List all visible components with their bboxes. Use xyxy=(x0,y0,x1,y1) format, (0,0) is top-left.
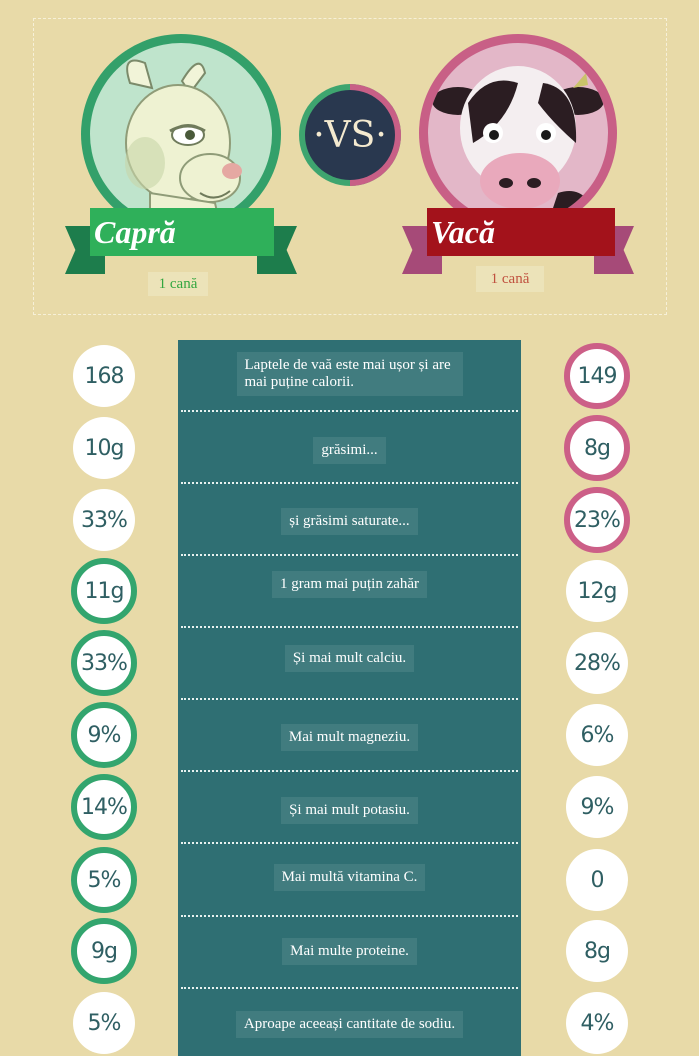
goat-value: 33% xyxy=(71,630,137,696)
goat-value: 9% xyxy=(71,702,137,768)
comparison-text: și grăsimi saturate... xyxy=(178,508,521,535)
comparison-text: Mai multe proteine. xyxy=(178,938,521,965)
goat-value: 33% xyxy=(73,489,135,551)
comparison-text-label: și grăsimi saturate... xyxy=(281,508,418,535)
goat-title: Capră xyxy=(90,208,274,256)
cow-value: 6% xyxy=(566,704,628,766)
cow-value: 4% xyxy=(566,992,628,1054)
cow-value: 9% xyxy=(566,776,628,838)
goat-value: 11g xyxy=(71,558,137,624)
comparison-text-label: 1 gram mai puțin zahăr xyxy=(271,571,428,598)
goat-value: 168 xyxy=(73,345,135,407)
cow-value: 28% xyxy=(566,632,628,694)
comparison-text: Și mai mult potasiu. xyxy=(178,797,521,824)
cow-value: 23% xyxy=(564,487,630,553)
comparison-text-label: Aproape aceeași cantitate de sodiu. xyxy=(235,1011,464,1038)
comparison-text: 1 gram mai puțin zahăr xyxy=(178,571,521,598)
comparison-text: Mai multă vitamina C. xyxy=(178,864,521,891)
row-divider xyxy=(181,698,518,700)
row-divider xyxy=(181,915,518,917)
row-divider xyxy=(181,482,518,484)
cow-value: 0 xyxy=(566,849,628,911)
cow-value: 8g xyxy=(564,415,630,481)
vs-label: ·VS· xyxy=(305,90,395,180)
comparison-text-label: Și mai mult calciu. xyxy=(284,645,415,672)
cow-illustration-icon xyxy=(432,66,604,223)
cow-value: 12g xyxy=(566,560,628,622)
row-divider xyxy=(181,626,518,628)
row-divider xyxy=(181,842,518,844)
row-divider xyxy=(181,987,518,989)
goat-value: 14% xyxy=(71,774,137,840)
goat-value: 10g xyxy=(73,417,135,479)
comparison-text: Laptele de vaă este mai ușor și are mai … xyxy=(178,352,521,396)
goat-illustration-icon xyxy=(125,59,242,225)
comparison-text-label: Mai multe proteine. xyxy=(282,938,417,965)
row-divider xyxy=(181,410,518,412)
comparison-text: Aproape aceeași cantitate de sodiu. xyxy=(178,1011,521,1038)
row-divider xyxy=(181,770,518,772)
comparison-text-label: Și mai mult potasiu. xyxy=(281,797,418,824)
header-frame xyxy=(33,18,667,315)
goat-ribbon: Capră xyxy=(65,208,297,278)
cow-ribbon: Vacă xyxy=(402,208,634,278)
cow-serving: 1 cană xyxy=(476,266,544,292)
comparison-text-label: grăsimi... xyxy=(313,437,386,464)
row-divider xyxy=(181,554,518,556)
comparison-text-label: Mai multă vitamina C. xyxy=(273,864,426,891)
comparison-text-label: Mai mult magneziu. xyxy=(280,724,419,751)
goat-medallion xyxy=(81,34,281,234)
goat-serving: 1 cană xyxy=(148,272,208,296)
comparison-text: Și mai mult calciu. xyxy=(178,645,521,672)
cow-title: Vacă xyxy=(427,208,615,256)
cow-value: 8g xyxy=(566,920,628,982)
vs-badge: ·VS· xyxy=(299,84,401,186)
cow-value: 149 xyxy=(564,343,630,409)
comparison-text: Mai mult magneziu. xyxy=(178,724,521,751)
goat-value: 5% xyxy=(71,847,137,913)
comparison-text: grăsimi... xyxy=(178,437,521,464)
cow-medallion xyxy=(419,34,617,232)
comparison-text-label: Laptele de vaă este mai ușor și are mai … xyxy=(236,352,463,396)
goat-value: 9g xyxy=(71,918,137,984)
goat-value: 5% xyxy=(73,992,135,1054)
